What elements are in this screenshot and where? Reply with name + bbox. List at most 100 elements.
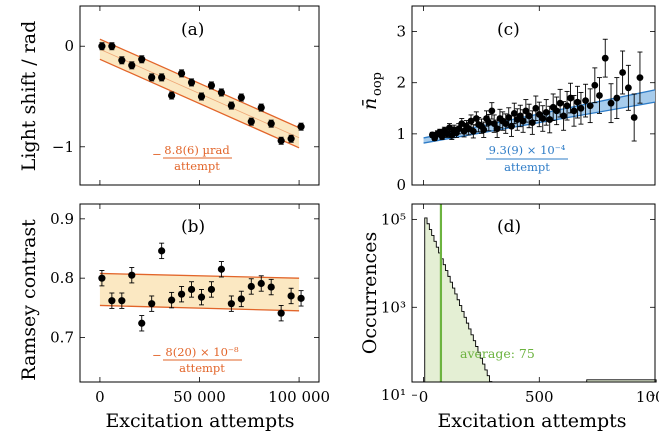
panel-c-ann-numerator: 9.3(9) × 10⁻⁴ [489, 143, 566, 157]
data-point [118, 297, 126, 305]
data-point [98, 274, 106, 282]
panel-d-frame [411, 203, 656, 383]
data-point [257, 103, 265, 112]
panel-d-label: (d) [497, 217, 521, 237]
xtick-label: 0 [95, 388, 105, 406]
data-point [582, 97, 589, 105]
data-point [591, 81, 599, 89]
data-point [108, 297, 116, 305]
ytick-label: 10³ [381, 298, 406, 316]
data-point [502, 120, 510, 128]
data-point [563, 102, 571, 110]
panel-b-data-points [98, 242, 305, 332]
xtick-label: 50 000 [173, 388, 226, 406]
panel-b-ramsey-contrast: 0.7 0.8 0.9 0 50 000 100 000 (b) Ramsey contr… [18, 203, 330, 432]
data-point [168, 91, 176, 100]
panel-c-ann-denominator: attempt [504, 160, 550, 174]
data-point [267, 120, 275, 128]
data-point [546, 116, 554, 123]
data-point [624, 84, 632, 92]
panel-c-data-points [428, 38, 644, 142]
data-point [138, 319, 146, 327]
panel-a-slope-annotation: − 8.8(6) µrad attempt [152, 143, 232, 173]
panel-b-slope-annotation: − 8(20) × 10⁻⁸ attempt [152, 345, 242, 375]
data-point [108, 42, 116, 50]
data-point [556, 99, 564, 107]
panel-c-ylabel-subscript: oop [370, 72, 385, 96]
data-point [630, 114, 638, 121]
panel-c-ylabel-symbol: n̄ [359, 98, 381, 110]
data-point [177, 290, 186, 298]
data-point [519, 117, 527, 125]
panel-a-ann-denominator: attempt [174, 159, 220, 173]
data-point [567, 94, 574, 102]
panel-a-ann-numerator: 8.8(6) µrad [164, 143, 230, 157]
data-point [227, 300, 235, 308]
data-point [601, 54, 609, 62]
panel-c-ylabel: n̄ oop [359, 72, 385, 110]
data-point [619, 69, 626, 76]
data-point [472, 115, 480, 122]
xtick-label: 500 [525, 388, 554, 406]
data-point [277, 137, 285, 145]
panel-a-ylabel: Light shift / rad [18, 21, 40, 172]
data-point [542, 108, 550, 116]
data-point [596, 92, 603, 99]
data-point [187, 78, 196, 87]
data-point [237, 93, 245, 102]
ytick-label: 3 [396, 23, 406, 41]
data-point [247, 118, 255, 126]
data-point [613, 94, 621, 102]
ytick-label: 0.7 [50, 329, 74, 347]
data-point [207, 81, 216, 90]
panel-a-data-points [98, 42, 305, 145]
data-point [247, 282, 255, 291]
panel-d-xlabel: Excitation attempts [437, 410, 626, 432]
data-point [197, 92, 206, 101]
data-point [207, 285, 216, 294]
data-point [532, 104, 540, 112]
ytick-label: 2 [396, 74, 406, 92]
data-point [522, 107, 530, 115]
ytick-label: 0 [396, 176, 406, 194]
panel-a-ticks: 0 −1 [52, 6, 319, 185]
panel-a-fit-band [99, 38, 300, 149]
data-point [485, 119, 493, 127]
data-point [508, 122, 515, 130]
data-point [636, 74, 644, 81]
data-point [227, 101, 235, 110]
data-point [287, 135, 295, 143]
data-point [217, 265, 226, 273]
data-point [158, 247, 166, 255]
data-point [168, 296, 176, 304]
data-point [148, 73, 156, 81]
data-point [197, 293, 206, 301]
data-point [560, 112, 567, 120]
data-point [297, 123, 305, 131]
data-point [510, 110, 518, 117]
ytick-label: 0 [64, 37, 74, 55]
ytick-label: −1 [52, 138, 74, 156]
data-point [148, 300, 156, 308]
data-point [516, 112, 524, 120]
data-point [467, 117, 475, 125]
panel-c-label: (c) [497, 20, 520, 40]
data-point [287, 292, 295, 300]
data-point [277, 309, 285, 317]
data-point [570, 107, 578, 115]
data-point [553, 107, 561, 115]
ytick-label: 10¹ [381, 386, 406, 404]
data-point [469, 127, 477, 135]
data-point [607, 99, 615, 107]
panel-a-label: (a) [181, 20, 204, 40]
panel-a-ann-prefix: − [152, 147, 162, 161]
data-point [138, 55, 146, 63]
xtick-label: 0 [419, 388, 429, 406]
data-point [177, 69, 186, 77]
ytick-label: 0.9 [50, 210, 74, 228]
panel-c-slope-annotation: 9.3(9) × 10⁻⁴ attempt [486, 143, 568, 174]
data-point [128, 61, 136, 69]
data-point [237, 295, 245, 303]
xtick-label: 100 000 [268, 388, 330, 406]
